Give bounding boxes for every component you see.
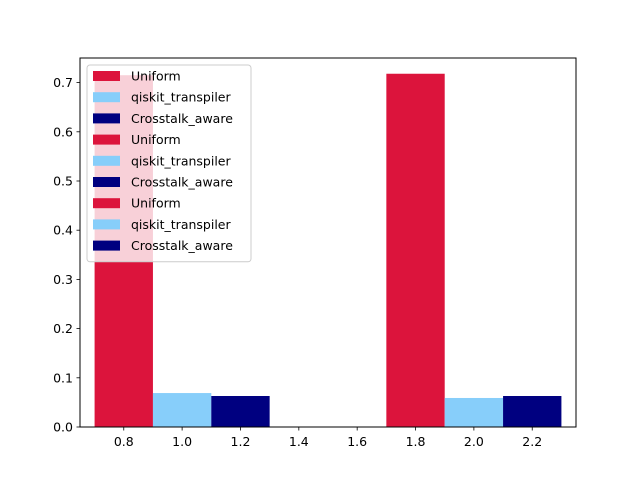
bar-crosstalk-aware-0 <box>211 396 270 427</box>
legend-label: Crosstalk_aware <box>131 238 233 253</box>
x-tick-label: 2.0 <box>464 434 484 449</box>
x-tick-label: 1.0 <box>172 434 192 449</box>
y-tick-label: 0.7 <box>53 75 73 90</box>
x-tick-label: 1.8 <box>406 434 426 449</box>
legend-box <box>86 64 252 263</box>
bar-qiskit-transpiler-0 <box>152 393 212 427</box>
x-tick-label: 2.2 <box>522 434 542 449</box>
legend-label: qiskit_transpiler <box>131 217 231 232</box>
legend-swatch <box>93 134 120 145</box>
y-tick-label: 0.3 <box>53 272 73 287</box>
legend-swatch <box>93 155 120 166</box>
bar-crosstalk-aware-1 <box>503 396 562 427</box>
y-axis: 0.0 0.1 0.2 0.3 0.4 0.5 0.6 0.7 <box>53 75 80 435</box>
bar-uniform-1 <box>386 73 445 427</box>
legend-swatch <box>93 198 120 209</box>
y-tick-label: 0.1 <box>53 370 73 385</box>
legend-swatch <box>93 92 120 103</box>
legend-label: qiskit_transpiler <box>131 90 231 105</box>
x-axis: 0.8 1.0 1.2 1.4 1.6 1.8 2.0 2.2 <box>114 427 542 449</box>
y-tick-label: 0.0 <box>53 420 73 435</box>
legend-swatch <box>93 219 120 230</box>
legend-label: Uniform <box>131 69 181 84</box>
legend-label: Uniform <box>131 132 181 147</box>
legend-swatch <box>93 240 120 251</box>
legend-swatch <box>93 71 120 81</box>
y-tick-label: 0.5 <box>53 174 73 189</box>
y-tick-label: 0.2 <box>53 321 73 336</box>
y-tick-label: 0.6 <box>53 124 73 139</box>
y-tick-label: 0.4 <box>53 223 73 238</box>
legend-swatch <box>93 177 120 187</box>
legend-label: qiskit_transpiler <box>131 153 231 168</box>
x-tick-label: 0.8 <box>114 434 134 449</box>
x-tick-label: 1.4 <box>289 434 309 449</box>
legend-label: Crosstalk_aware <box>131 111 233 126</box>
x-tick-label: 1.2 <box>231 434 251 449</box>
legend-label: Uniform <box>131 196 181 211</box>
legend-swatch <box>93 113 120 124</box>
legend: Uniform qiskit_transpiler Crosstalk_aware U… <box>86 64 252 263</box>
bar-qiskit-transpiler-1 <box>444 397 504 427</box>
x-tick-label: 1.6 <box>347 434 367 449</box>
plot-frame <box>79 57 577 428</box>
legend-label: Crosstalk_aware <box>131 175 233 190</box>
